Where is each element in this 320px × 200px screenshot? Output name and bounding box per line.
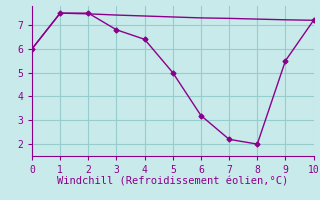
X-axis label: Windchill (Refroidissement éolien,°C): Windchill (Refroidissement éolien,°C) — [57, 176, 288, 186]
